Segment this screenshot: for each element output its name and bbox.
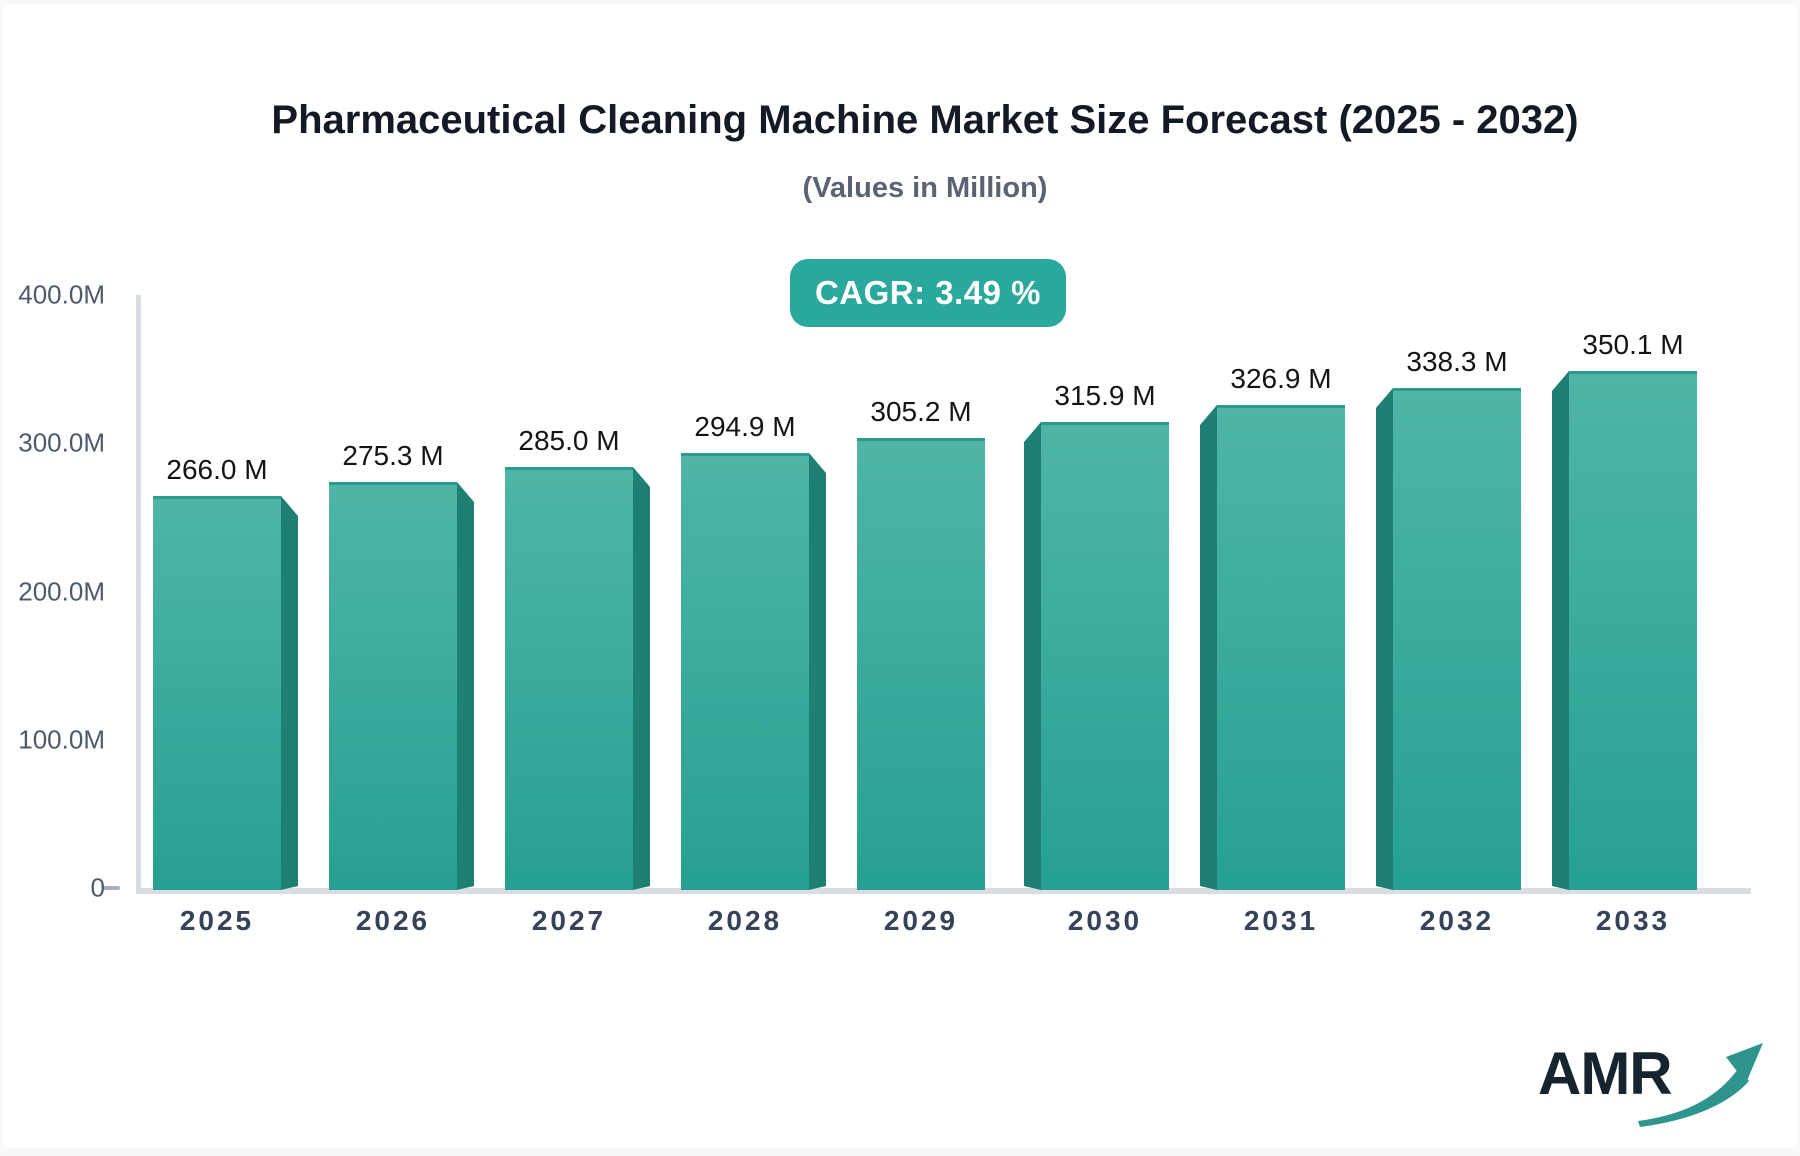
bar-front-face — [1393, 388, 1521, 890]
bar-value-label-2026: 275.3 M — [342, 440, 444, 471]
y-axis-tick-label-100.0M: 100.0M — [18, 724, 105, 755]
bar-front-face — [1041, 422, 1169, 890]
bar-2033[interactable] — [1552, 371, 1697, 890]
bar-front-face — [681, 453, 809, 890]
chart-title: Pharmaceutical Cleaning Machine Market S… — [271, 98, 1579, 142]
x-axis-tick-label-2032: 2032 — [1419, 905, 1495, 936]
x-axis-tick-label-2031: 2031 — [1243, 905, 1319, 936]
bar-front-face — [505, 467, 633, 890]
y-axis-tick-label-400.0M: 400.0M — [18, 279, 105, 310]
x-axis-tick-label-2025: 2025 — [179, 905, 255, 936]
cagr-badge: CAGR: 3.49 % — [790, 259, 1066, 327]
bar-2032[interactable] — [1376, 388, 1521, 890]
bar-2027[interactable] — [505, 467, 650, 890]
bar-top-edge — [329, 482, 457, 485]
chart-card: Pharmaceutical Cleaning Machine Market S… — [3, 4, 1797, 1148]
amr-logo: AMR — [1523, 1029, 1763, 1129]
bar-side-face — [1200, 405, 1217, 890]
bar-value-label-2031: 326.9 M — [1230, 363, 1332, 394]
zero-tick-dash — [103, 886, 120, 890]
bar-2031[interactable] — [1200, 405, 1345, 890]
bar-value-label-2033: 350.1 M — [1582, 329, 1684, 360]
bar-front-face — [1569, 371, 1697, 890]
bar-top-edge — [1569, 371, 1697, 374]
bar-value-label-2028: 294.9 M — [694, 411, 796, 442]
bar-value-label-2025: 266.0 M — [166, 454, 268, 485]
bar-side-face — [1376, 388, 1393, 890]
bar-front-face — [329, 482, 457, 890]
bar-side-face — [809, 453, 826, 890]
growth-arrow-icon — [1638, 1043, 1763, 1127]
bar-top-edge — [681, 453, 809, 456]
bar-2029[interactable] — [857, 438, 985, 890]
bar-2030[interactable] — [1024, 422, 1169, 890]
x-axis-tick-label-2033: 2033 — [1595, 905, 1671, 936]
bar-top-edge — [1041, 422, 1169, 425]
bar-2025[interactable] — [153, 496, 298, 890]
y-axis-tick-label-300.0M: 300.0M — [18, 427, 105, 458]
x-axis-line — [136, 888, 1751, 894]
x-axis-tick-label-2029: 2029 — [883, 905, 959, 936]
bar-top-edge — [1217, 405, 1345, 408]
x-axis-tick-label-2027: 2027 — [531, 905, 607, 936]
bar-side-face — [1024, 422, 1041, 890]
bar-top-edge — [153, 496, 281, 499]
bar-side-face — [457, 482, 474, 890]
amr-logo-text: AMR — [1538, 1040, 1673, 1107]
y-axis-tick-label-0: 0 — [90, 872, 105, 903]
chart-subtitle: (Values in Million) — [802, 172, 1048, 204]
bar-front-face — [1217, 405, 1345, 890]
x-axis-tick-label-2030: 2030 — [1067, 905, 1143, 936]
bar-front-face — [153, 496, 281, 890]
bar-value-label-2029: 305.2 M — [870, 396, 972, 427]
bar-value-label-2030: 315.9 M — [1054, 380, 1156, 411]
bar-side-face — [281, 496, 298, 890]
bar-top-edge — [505, 467, 633, 470]
x-axis-tick-label-2026: 2026 — [355, 905, 431, 936]
bar-value-label-2032: 338.3 M — [1406, 346, 1508, 377]
bar-top-edge — [857, 438, 985, 441]
bar-top-edge — [1393, 388, 1521, 391]
bar-2028[interactable] — [681, 453, 826, 890]
bar-2026[interactable] — [329, 482, 474, 890]
x-axis-tick-label-2028: 2028 — [707, 905, 783, 936]
bar-front-face — [857, 438, 985, 890]
bar-side-face — [633, 467, 650, 890]
bar-side-face — [1552, 371, 1569, 890]
bar-value-label-2027: 285.0 M — [518, 425, 620, 456]
y-axis-tick-label-200.0M: 200.0M — [18, 576, 105, 606]
y-axis-line — [136, 295, 141, 894]
